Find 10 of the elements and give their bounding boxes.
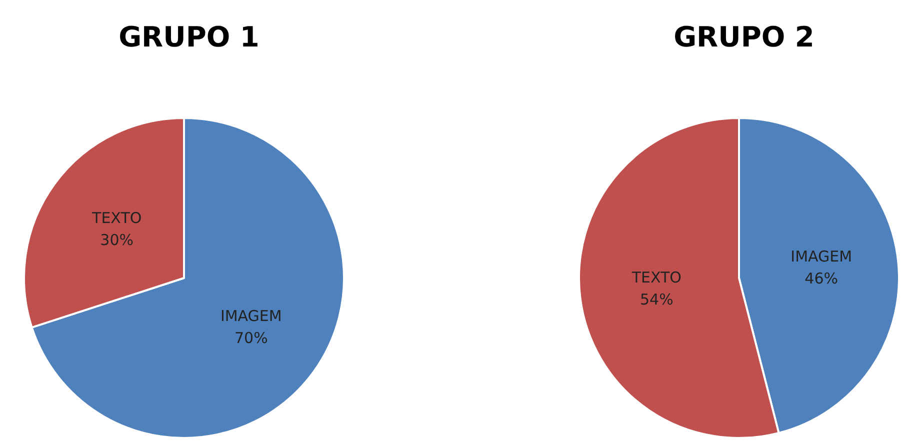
data-label: 70% (234, 328, 268, 347)
chart-title: GRUPO 1 (118, 20, 260, 54)
slice-label: TEXTO (630, 268, 682, 286)
slice-label: IMAGEM (220, 306, 282, 325)
data-label: 30% (100, 231, 134, 250)
data-label: 46% (804, 270, 838, 288)
slice-label: IMAGEM (790, 248, 852, 266)
slice-label: TEXTO (91, 209, 142, 228)
chart-title: GRUPO 2 (674, 20, 814, 54)
data-label: 54% (640, 290, 674, 308)
